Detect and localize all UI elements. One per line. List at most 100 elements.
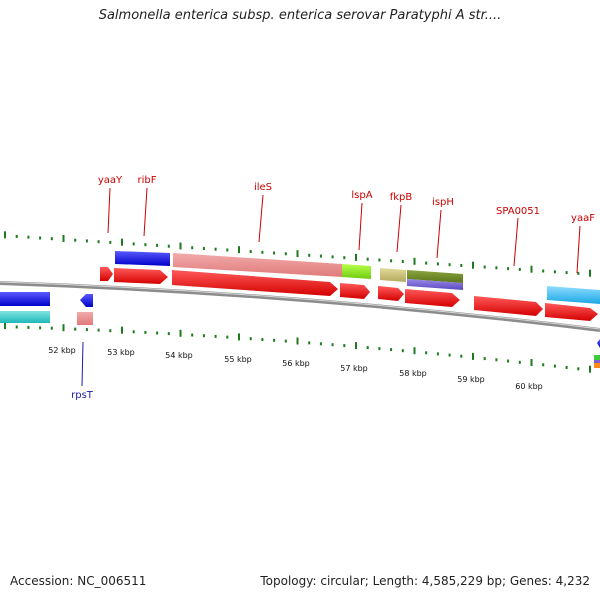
tick-mark	[518, 267, 521, 271]
tick-mark	[401, 349, 404, 353]
tick-mark	[74, 238, 77, 242]
tick-mark	[483, 357, 486, 361]
tick-mark	[507, 359, 510, 363]
tick-mark	[284, 339, 287, 343]
leader-lspA	[358, 202, 363, 251]
tick-mark	[460, 354, 463, 358]
leader-yaaF	[576, 225, 581, 274]
tick-mark	[50, 237, 53, 241]
gene-rpsT-block	[77, 312, 93, 325]
tick-mark	[378, 347, 381, 351]
gene-ileS-block	[173, 253, 342, 277]
tick-mark	[331, 255, 334, 259]
tick-mark	[448, 263, 451, 267]
tick-mark	[390, 348, 393, 352]
tick-mark	[50, 326, 53, 330]
tick-mark	[343, 344, 346, 348]
tick-mark	[589, 365, 591, 373]
tick-mark	[121, 326, 123, 334]
scale-label-56kbp: 56 kbp	[282, 359, 310, 368]
tick-mark	[202, 334, 205, 338]
tick-mark	[238, 246, 240, 254]
tick-mark	[390, 259, 393, 263]
tick-mark	[4, 322, 6, 330]
tick-mark	[460, 264, 463, 267]
gene-ribF-arrow	[114, 268, 168, 284]
tick-mark	[495, 358, 498, 362]
gene-label-yaaY: yaaY	[98, 175, 123, 186]
tick-mark	[132, 330, 135, 334]
tick-mark	[472, 261, 474, 269]
lower-tick-row	[4, 322, 591, 373]
tick-mark	[214, 334, 217, 338]
gene-label-rpsT: rpsT	[71, 390, 94, 401]
tick-mark	[156, 331, 159, 335]
tick-mark	[179, 242, 182, 250]
tick-mark	[261, 338, 264, 341]
tick-mark	[27, 325, 30, 329]
tick-mark	[355, 253, 357, 261]
tick-mark	[27, 235, 30, 239]
genome-title: Salmonella enterica subsp. enterica sero…	[98, 8, 502, 23]
tick-mark	[472, 352, 474, 360]
tick-mark	[308, 253, 311, 257]
tick-mark	[530, 359, 533, 366]
gene-yaaY-arrow	[100, 267, 113, 281]
gene-fkpB-block	[380, 268, 406, 282]
genome-backbone	[0, 281, 600, 332]
tick-mark	[202, 247, 205, 250]
tick-mark	[553, 270, 556, 274]
tick-mark	[167, 332, 170, 336]
gene-ribF-block	[115, 251, 170, 266]
tick-mark	[518, 360, 521, 364]
tick-mark	[542, 363, 545, 367]
tick-mark	[74, 327, 77, 331]
tick-mark	[62, 324, 65, 332]
leader-ispH	[436, 209, 442, 259]
tick-mark	[191, 333, 194, 337]
tick-mark	[273, 338, 276, 342]
tick-mark	[62, 235, 65, 242]
scale-label-53kbp: 53 kbp	[107, 348, 135, 357]
gene-fkpB-arrow	[378, 286, 404, 301]
tick-mark	[343, 256, 346, 260]
tick-mark	[179, 329, 182, 337]
gene-block-blue-left	[0, 292, 50, 306]
leader-SPA0051	[513, 217, 519, 267]
tick-mark	[436, 262, 439, 266]
scale-label-52kbp: 52 kbp	[48, 346, 76, 355]
tick-mark	[249, 337, 252, 341]
tick-mark	[366, 346, 369, 350]
tick-mark	[436, 352, 439, 356]
tick-mark	[132, 242, 135, 246]
gene-label-lspA: lspA	[351, 190, 372, 201]
gene-lspA-arrow	[340, 283, 370, 299]
gene-SPA0051-arrow	[474, 296, 543, 316]
tick-mark	[15, 325, 18, 329]
tick-mark	[4, 231, 6, 239]
genome-backbone-highlight	[0, 281, 600, 330]
scale-label-57kbp: 57 kbp	[340, 364, 368, 373]
tick-mark	[261, 250, 264, 254]
leader-ribF	[143, 187, 148, 237]
gene-label-ispH: ispH	[432, 197, 454, 208]
scale-label-58kbp: 58 kbp	[399, 369, 427, 378]
tick-mark	[167, 244, 170, 248]
tick-mark	[378, 258, 381, 262]
tick-mark	[156, 243, 159, 247]
tick-mark	[425, 261, 428, 265]
scale-label-54kbp: 54 kbp	[165, 351, 193, 360]
tick-mark	[109, 329, 112, 333]
tick-mark	[284, 252, 287, 256]
tick-mark	[85, 328, 88, 332]
gene-label-ileS: ileS	[254, 182, 272, 193]
tick-mark	[273, 251, 276, 255]
tick-mark	[85, 239, 88, 243]
gene-edge-violet-fragment	[594, 360, 600, 363]
gene-label-SPA0051: SPA0051	[496, 206, 540, 217]
scale-label-59kbp: 59 kbp	[457, 375, 485, 384]
tick-mark	[144, 330, 147, 334]
leader-fkpB	[396, 204, 402, 253]
tick-mark	[144, 243, 147, 247]
gene-edge-blue-fragment	[597, 339, 600, 348]
